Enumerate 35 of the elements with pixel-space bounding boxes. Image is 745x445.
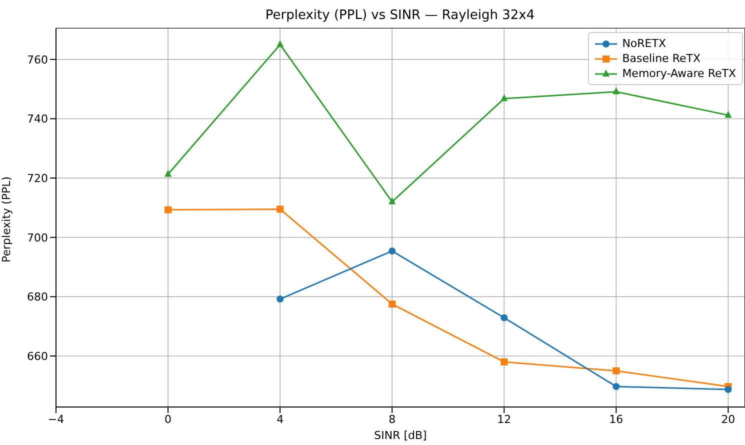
x-tick-label: −4 [48,412,64,426]
point [500,314,508,322]
y-tick-label: 660 [27,350,48,363]
legend-label: Memory-Aware ReTX [622,66,736,81]
point [500,94,508,102]
point [612,383,620,390]
x-tick-label: 16 [609,412,624,426]
x-tick-label: 4 [276,412,284,426]
point [276,206,284,213]
y-tick-label: 760 [27,53,48,66]
point [500,358,508,366]
point [388,248,396,255]
point [276,296,284,303]
legend-label: NoRETX [622,36,666,51]
point [612,87,620,94]
y-tick-label: 740 [27,112,48,126]
x-axis-title: SINR [dB] [374,429,427,442]
point [612,367,620,374]
y-tick-label: 680 [27,290,48,304]
point [724,110,732,118]
x-tick-label: 12 [497,412,512,426]
point [164,206,172,214]
point [276,40,284,48]
point [388,300,396,308]
x-tick-label: 20 [721,412,736,426]
x-tick-label: 8 [388,412,396,426]
y-tick-label: 700 [27,231,48,244]
x-tick-label: 0 [164,412,172,426]
point [388,197,396,204]
chart-title: Perplexity (PPL) vs SINR — Rayleigh 32x4 [264,8,536,23]
y-tick-label: 720 [27,172,48,185]
point [164,170,172,177]
point [724,386,732,394]
y-axis-title: Perplexity (PPL) [0,176,13,262]
legend-label: Baseline ReTX [622,51,700,66]
